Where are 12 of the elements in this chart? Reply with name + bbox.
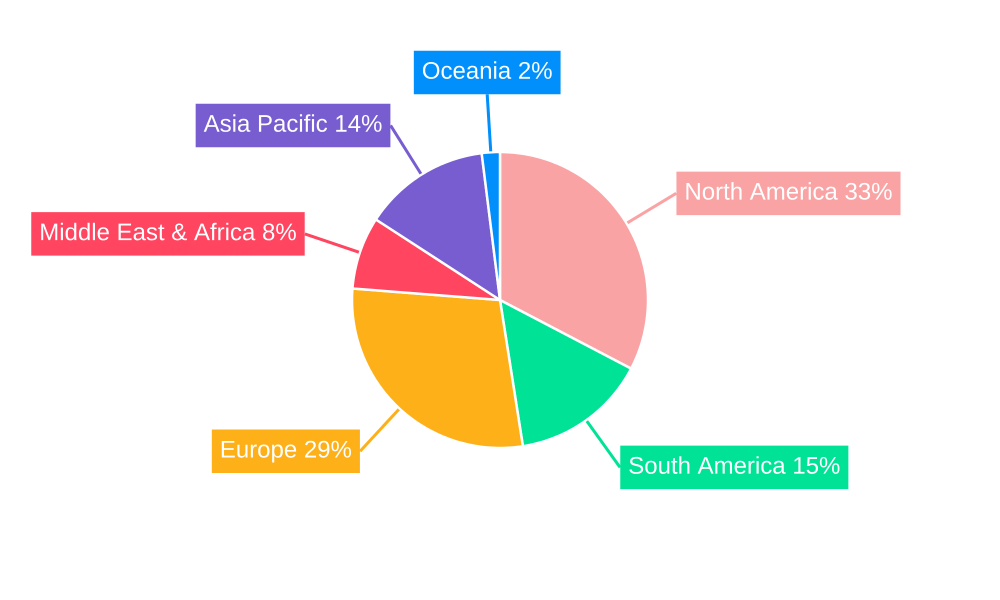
data-label: 14% [336,115,382,132]
data-label: 15% [794,457,840,474]
slice-label: Middle East & Africa [41,222,256,240]
slice-label: South America [629,456,786,474]
slice-label: Asia Pacific [204,114,328,132]
data-label: 33% [845,182,892,200]
data-label: 2% [519,62,552,79]
slice-label: North America [686,182,838,200]
data-label: 8% [263,223,296,240]
slice-label: Europe [222,440,296,462]
slice-label: Oceania [422,61,512,79]
data-label: 29% [305,440,352,458]
